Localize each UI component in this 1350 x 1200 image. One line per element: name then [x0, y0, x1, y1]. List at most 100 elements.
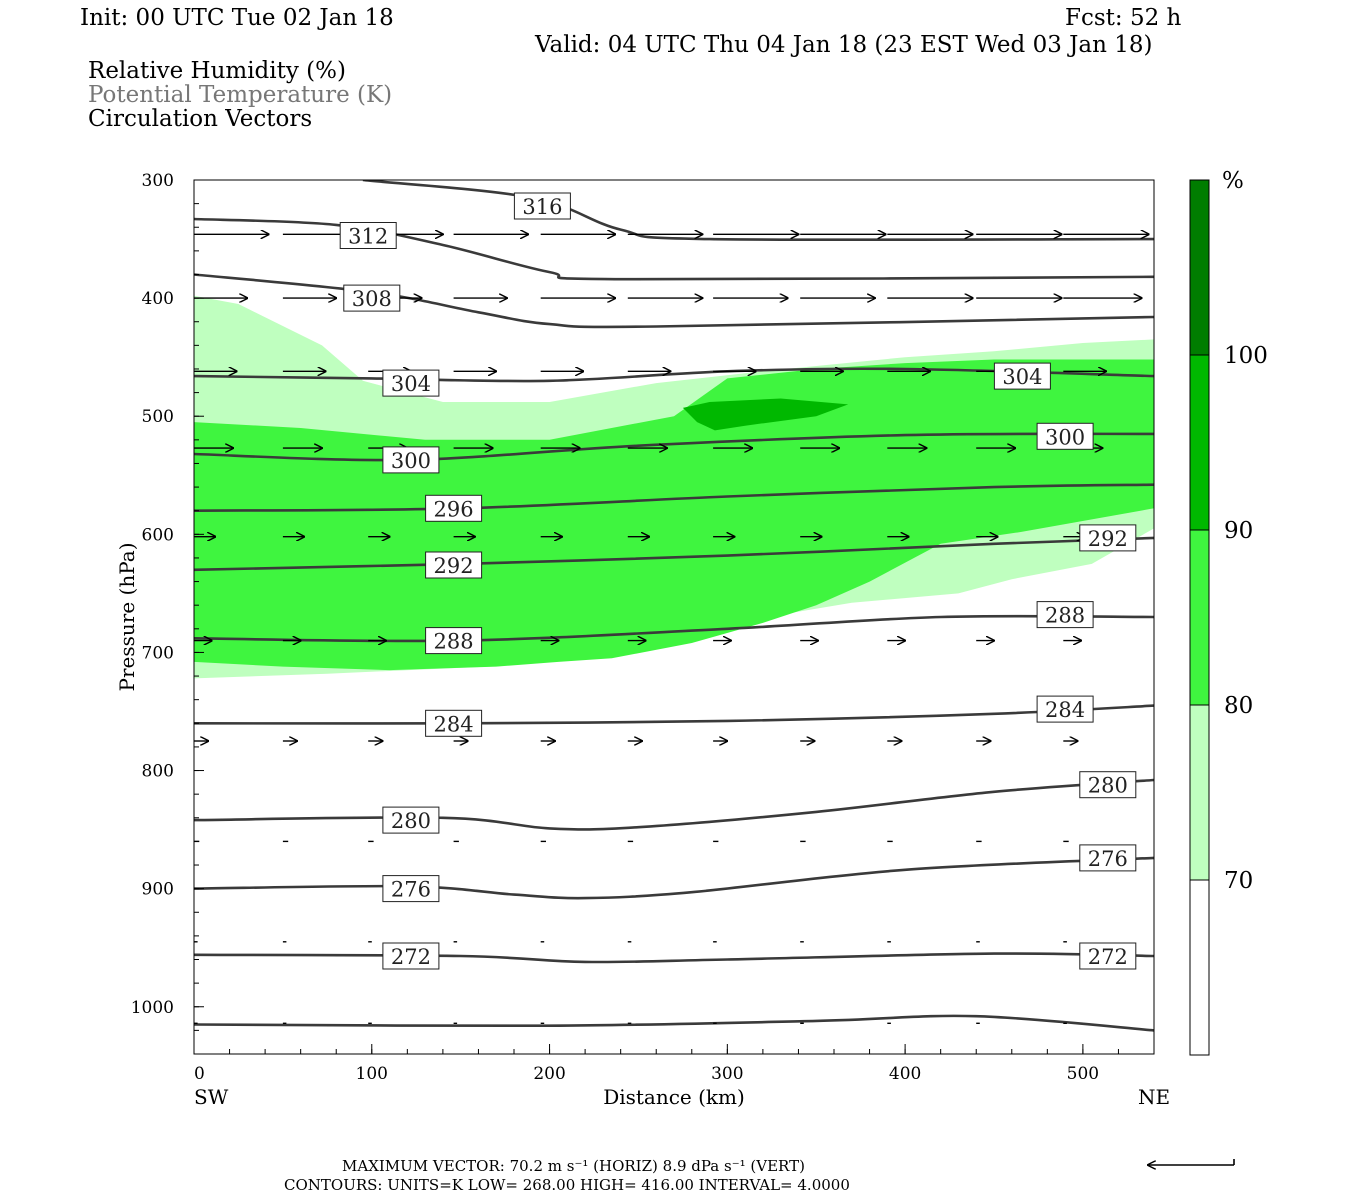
colorbar: % 70 80 90 100	[1189, 168, 1268, 1056]
y-tick-label: 800	[142, 762, 174, 782]
x-tick-label: 300	[711, 1064, 743, 1084]
contour-label-text: 284	[434, 712, 474, 736]
theta-contour-304	[194, 367, 1154, 383]
x-tick-label: 200	[533, 1064, 565, 1084]
contour-label-box	[382, 942, 440, 970]
contour-label-text: 276	[391, 878, 431, 902]
reference-vector-arrow	[1148, 1159, 1235, 1165]
contour-label-text: 300	[391, 449, 431, 473]
contour-label-box	[1079, 524, 1137, 552]
contour-label-box	[425, 494, 483, 522]
contour-label-box	[1036, 422, 1094, 450]
rh-region-80-90-1	[194, 359, 1154, 671]
y-tick-label: 500	[142, 407, 174, 427]
contour-label-text: 312	[348, 225, 388, 249]
colorbar-label-90: 90	[1224, 518, 1253, 544]
theta-contour-288	[194, 614, 1154, 643]
init-time: Init: 00 UTC Tue 02 Jan 18	[80, 5, 394, 31]
contour-label-box	[382, 369, 440, 397]
y-tick-label: 900	[142, 880, 174, 900]
theta-contour-284	[194, 704, 1154, 725]
y-tick-label: 300	[142, 171, 174, 191]
contour-label-box	[425, 709, 483, 737]
theta-contour-312	[194, 217, 1154, 281]
contour-label-text: 280	[1088, 774, 1128, 798]
max-vector-info: MAXIMUM VECTOR: 70.2 m s⁻¹ (HORIZ) 8.9 d…	[342, 1157, 805, 1175]
contour-label-box	[1036, 695, 1094, 723]
theta-contour-296	[194, 483, 1154, 512]
contour-label-text: 316	[522, 195, 562, 219]
contour-label-box	[425, 627, 483, 655]
contour-label-text: 280	[391, 809, 431, 833]
contour-label-276: 276	[382, 875, 440, 903]
contour-label-288: 288	[425, 627, 483, 655]
contour-label-box	[382, 446, 440, 474]
forecast-hour: Fcst: 52 h	[1065, 5, 1182, 31]
contour-label-304: 304	[382, 369, 440, 397]
contour-label-box	[382, 806, 440, 834]
contour-label-text: 300	[1045, 425, 1085, 449]
legend-circulation-vectors: Circulation Vectors	[88, 106, 312, 132]
x-tick-label: 0	[194, 1064, 205, 1084]
contour-label-308: 308	[343, 284, 401, 312]
x-end-label-sw: SW	[194, 1085, 229, 1109]
contour-label-text: 304	[1002, 365, 1042, 389]
contour-info: CONTOURS: UNITS=K LOW= 268.00 HIGH= 416.…	[284, 1176, 850, 1194]
contour-label-text: 292	[434, 554, 474, 578]
theta-contour-292	[194, 536, 1154, 572]
legend-potential-temperature: Potential Temperature (K)	[88, 82, 392, 108]
y-tick-label: 400	[142, 289, 174, 309]
rh-region-90-100-2	[682, 398, 849, 431]
contour-label-284: 284	[1036, 695, 1094, 723]
contour-label-text: 296	[434, 497, 474, 521]
colorbar-segment-below-70	[1189, 879, 1210, 1056]
contour-label-304: 304	[993, 362, 1051, 390]
x-axis-title: Distance (km)	[603, 1085, 745, 1109]
contour-label-300: 300	[382, 446, 440, 474]
contour-label-box	[343, 284, 401, 312]
colorbar-label-100: 100	[1224, 343, 1268, 369]
contour-label-text: 284	[1045, 698, 1085, 722]
plot-frame	[193, 179, 1155, 1055]
contour-label-text: 272	[1088, 945, 1128, 969]
contour-label-292: 292	[425, 551, 483, 579]
contour-label-box	[382, 875, 440, 903]
legend-relative-humidity: Relative Humidity (%)	[88, 58, 346, 84]
contour-label-316: 316	[513, 192, 571, 220]
contour-label-296: 296	[425, 494, 483, 522]
colorbar-unit: %	[1222, 168, 1244, 194]
contour-label-box	[993, 362, 1051, 390]
contour-label-text: 288	[1045, 604, 1085, 628]
contour-label-280: 280	[382, 806, 440, 834]
contour-label-box	[1079, 771, 1137, 799]
contour-label-box	[339, 222, 397, 249]
y-tick-label: 600	[142, 525, 174, 545]
x-axis: 0 100 200 300 400 500	[193, 1044, 1155, 1084]
contour-label-box	[1079, 942, 1137, 970]
contour-label-text: 276	[1088, 847, 1128, 871]
contour-label-312: 312	[339, 222, 397, 249]
contour-label-box	[425, 551, 483, 579]
x-end-label-ne: NE	[1138, 1085, 1170, 1109]
x-tick-label: 500	[1067, 1064, 1099, 1084]
contour-label-276: 276	[1079, 844, 1137, 872]
contour-label-text: 272	[391, 945, 431, 969]
valid-time: Valid: 04 UTC Thu 04 Jan 18 (23 EST Wed …	[534, 32, 1152, 58]
theta-contour-268	[194, 1014, 1154, 1032]
potential-temperature-contours	[194, 180, 1154, 1032]
theta-contour-300	[194, 432, 1154, 462]
contour-label-text: 304	[391, 372, 431, 396]
relative-humidity-shading	[194, 295, 1154, 679]
y-axis-title: Pressure (hPa)	[115, 543, 139, 692]
contour-label-box	[513, 192, 571, 220]
contour-label-288: 288	[1036, 601, 1094, 629]
contour-label-text: 292	[1088, 527, 1128, 551]
y-tick-label: 700	[142, 643, 174, 663]
colorbar-label-80: 80	[1224, 693, 1253, 719]
contour-label-272: 272	[382, 942, 440, 970]
colorbar-segment-above-100	[1189, 179, 1210, 356]
contour-label-text: 308	[352, 287, 392, 311]
